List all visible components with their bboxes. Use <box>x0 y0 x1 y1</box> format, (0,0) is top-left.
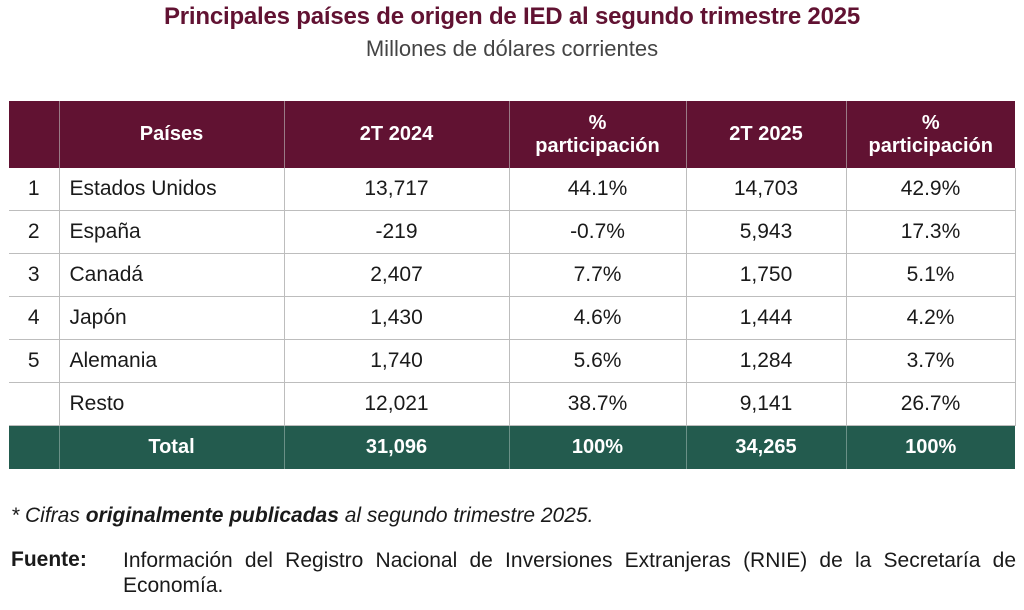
page-subtitle: Millones de dólares corrientes <box>365 36 659 61</box>
header-rank <box>9 101 59 168</box>
header-participation-label: participación <box>535 134 660 157</box>
total-label: Total <box>58 425 284 469</box>
total-participation-2025: 100% <box>845 425 1015 469</box>
cell-value-2024: 12,021 <box>283 382 509 426</box>
cell-value-2024: 1,430 <box>283 296 509 340</box>
table-row: 3 Canadá 2,407 7.7% 1,750 5.1% <box>9 253 1016 297</box>
cell-value-2025: 9,141 <box>685 382 846 426</box>
footnote: * Cifras originalmente publicadas al seg… <box>11 504 593 528</box>
cell-value-2025: 1,750 <box>685 253 846 297</box>
cell-rank: 1 <box>27 177 40 200</box>
cell-rank: 4 <box>9 296 59 340</box>
cell-rank: 3 <box>9 253 59 297</box>
fdi-origin-table: Países 2T 2024 % participación 2T 2025 %… <box>9 101 1016 469</box>
header-2t-2025: 2T 2025 <box>685 101 846 168</box>
header-participation-2025: % participación <box>845 101 1015 168</box>
total-value-2024: 31,096 <box>283 425 509 469</box>
table-row: 5 Alemania 1,740 5.6% 1,284 3.7% <box>9 339 1016 383</box>
cell-country: Alemania <box>58 339 284 383</box>
cell-rank: 5 <box>9 339 59 383</box>
cell-participation-2024: 7.7% <box>508 253 686 297</box>
total-value-2025: 34,265 <box>685 425 846 469</box>
cell-value-2025: 1,444 <box>685 296 846 340</box>
cell-participation-2024: 4.6% <box>508 296 686 340</box>
cell-value-2024: 13,717 <box>283 168 509 211</box>
cell-value-2024: 2,407 <box>283 253 509 297</box>
header-country: Países <box>58 101 284 168</box>
cell-participation-2024: 5.6% <box>508 339 686 383</box>
header-percent-symbol: % <box>921 111 940 134</box>
table-header-row: Países 2T 2024 % participación 2T 2025 %… <box>9 101 1015 168</box>
cell-country: Japón <box>58 296 284 340</box>
page-title: Principales países de origen de IED al s… <box>163 3 861 30</box>
cell-value-2024: -219 <box>283 210 509 254</box>
cell-value-2025: 14,703 <box>685 168 846 211</box>
total-rank-cell <box>9 425 59 469</box>
cell-country: España <box>58 210 284 254</box>
header-2t-2024: 2T 2024 <box>283 101 509 168</box>
footnote-suffix: al segundo trimestre 2025. <box>338 504 594 527</box>
header-percent-symbol: % <box>588 111 607 134</box>
cell-rank: 2 <box>9 210 59 254</box>
table-total-row: Total 31,096 100% 34,265 100% <box>9 425 1015 469</box>
table-row: 4 Japón 1,430 4.6% 1,444 4.2% <box>9 296 1016 340</box>
footnote-emphasis: originalmente publicadas <box>85 504 339 527</box>
cell-country: Canadá <box>58 253 284 297</box>
cell-participation-2024: 44.1% <box>508 168 686 211</box>
header-participation-label: participación <box>868 134 993 157</box>
cell-value-2025: 5,943 <box>685 210 846 254</box>
cell-participation-2025: 26.7% <box>845 382 1016 426</box>
cell-rank <box>9 382 59 426</box>
source-note: Fuente: Información del Registro Naciona… <box>11 548 1016 598</box>
table-row: 1 Estados Unidos 13,717 44.1% 14,703 42.… <box>9 168 1016 211</box>
footnote-prefix: * Cifras <box>11 504 86 527</box>
cell-value-2024: 1,740 <box>283 339 509 383</box>
cell-participation-2025: 42.9% <box>845 168 1016 211</box>
total-participation-2024: 100% <box>508 425 686 469</box>
source-label: Fuente: <box>11 548 87 571</box>
cell-participation-2025: 3.7% <box>845 339 1016 383</box>
cell-country: Estados Unidos <box>58 168 284 211</box>
cell-participation-2024: 38.7% <box>508 382 686 426</box>
cell-country: Resto <box>58 382 284 426</box>
cell-participation-2025: 5.1% <box>845 253 1016 297</box>
table-row: Resto 12,021 38.7% 9,141 26.7% <box>9 382 1016 426</box>
header-participation-2024: % participación <box>508 101 686 168</box>
cell-participation-2025: 17.3% <box>845 210 1016 254</box>
table-row: 2 España -219 -0.7% 5,943 17.3% <box>9 210 1016 254</box>
cell-participation-2024: -0.7% <box>508 210 686 254</box>
cell-participation-2025: 4.2% <box>845 296 1016 340</box>
source-text: Información del Registro Nacional de Inv… <box>123 549 1016 597</box>
cell-value-2025: 1,284 <box>685 339 846 383</box>
